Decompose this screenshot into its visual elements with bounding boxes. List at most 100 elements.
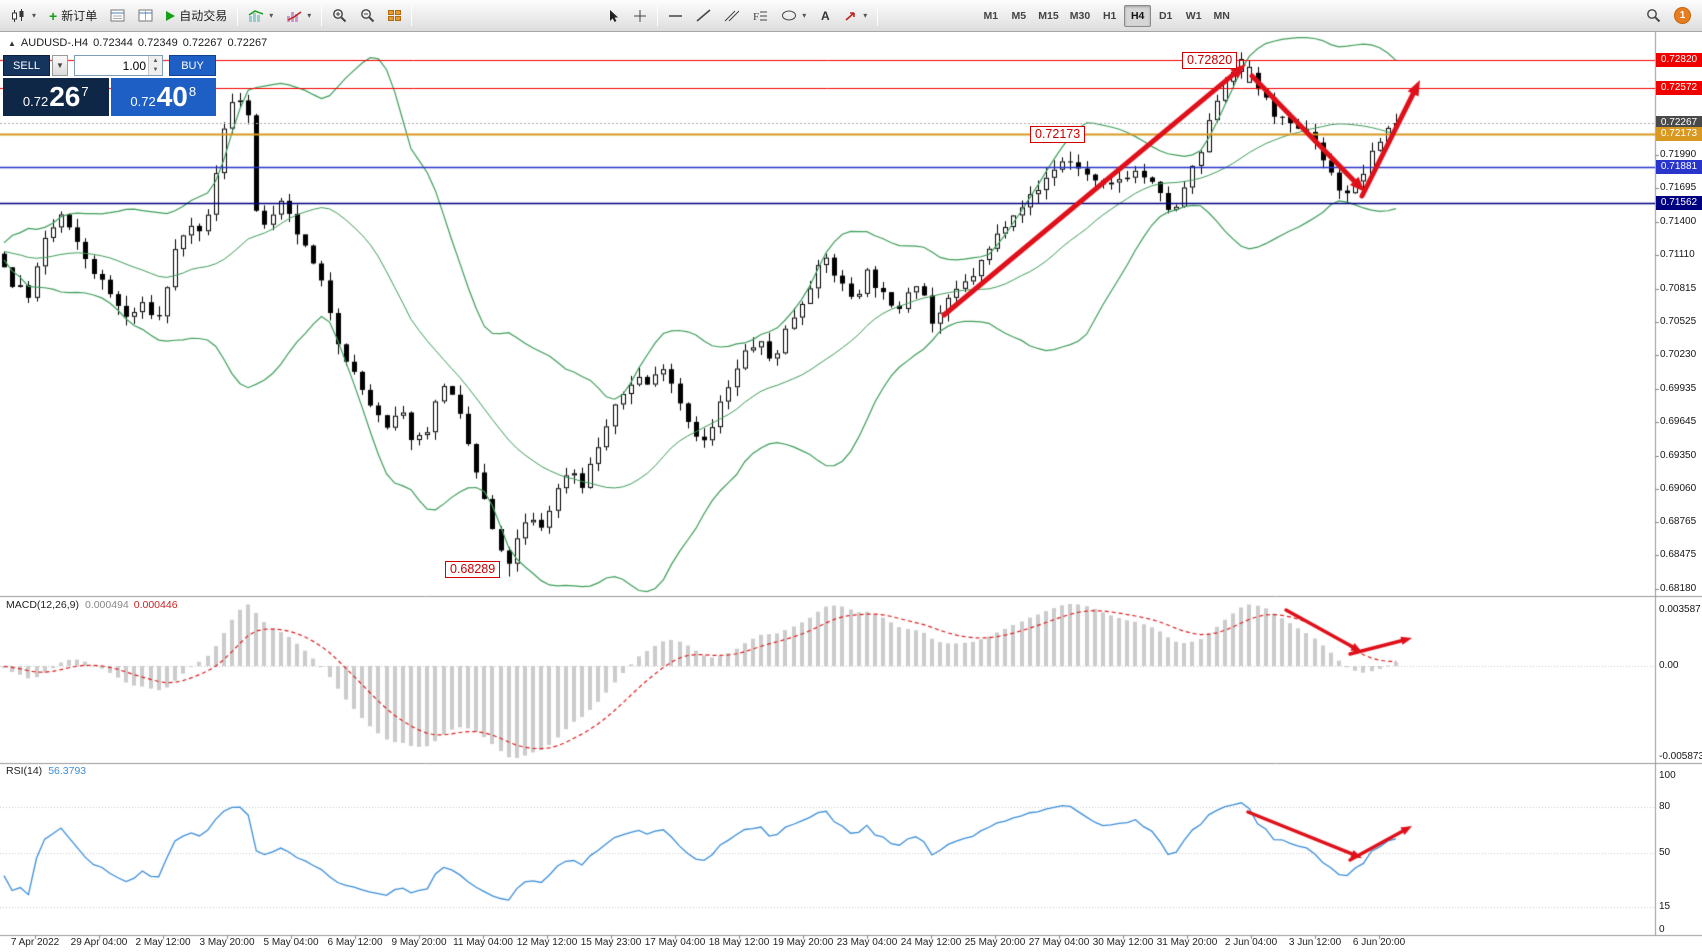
objects-list-button[interactable]: ▾ — [280, 4, 317, 28]
ohlc-high: 0.72349 — [137, 37, 178, 49]
market-watch-button[interactable] — [104, 4, 131, 28]
buy-price-button[interactable]: 0.72 40 8 — [110, 78, 216, 116]
crosshair-button[interactable] — [627, 4, 653, 28]
date-axis-label: 19 May 20:00 — [772, 937, 834, 948]
timeframe-group: M1 M5 M15 M30 H1 H4 D1 W1 MN — [977, 4, 1235, 27]
sell-button[interactable]: SELL — [3, 55, 50, 76]
horizontal-line-icon — [669, 15, 683, 17]
date-axis-label: 6 May 12:00 — [327, 937, 383, 948]
rsi-axis-label: 0 — [1659, 924, 1665, 935]
buy-button[interactable]: BUY — [169, 55, 216, 76]
macd-value2: 0.000446 — [133, 599, 178, 611]
cursor-icon — [610, 9, 619, 22]
timeframe-m30[interactable]: M30 — [1065, 5, 1095, 27]
search-icon — [1647, 9, 1661, 23]
price-axis-label: 0.68475 — [1660, 549, 1697, 561]
date-axis-label: 31 May 20:00 — [1156, 937, 1218, 948]
timeframe-w1[interactable]: W1 — [1180, 5, 1207, 27]
new-order-button[interactable]: + 新订单 — [43, 4, 103, 28]
trendline-button[interactable] — [690, 4, 717, 28]
new-chart-button[interactable]: ▾ — [5, 4, 42, 28]
volume-spinner: ▲ ▼ — [148, 56, 162, 75]
chevron-down-icon: ▾ — [269, 11, 274, 20]
zoom-out-button[interactable] — [354, 4, 381, 28]
macd-label: MACD(12,26,9) 0.000494 0.000446 — [6, 599, 178, 611]
toolbar-separator — [237, 5, 239, 26]
indicators-button[interactable]: ▾ — [242, 4, 279, 28]
buy-price-base: 0.72 — [130, 93, 156, 109]
toolbar-lines-group: F ▾ A ▾ — [662, 4, 873, 28]
cursor-button[interactable] — [601, 4, 626, 28]
tile-windows-icon — [388, 10, 402, 21]
toolbar-separator — [657, 5, 659, 26]
chevron-down-icon: ▾ — [307, 11, 312, 20]
date-axis-label: 2 May 12:00 — [135, 937, 191, 948]
trendline-icon — [696, 9, 711, 22]
sell-price-sup: 7 — [81, 83, 89, 99]
timeframe-h4[interactable]: H4 — [1124, 4, 1152, 27]
price-axis-label: 0.69060 — [1660, 482, 1697, 494]
date-axis-label: 29 Apr 04:00 — [70, 937, 128, 948]
rsi-name: RSI(14) — [6, 765, 43, 777]
sell-price-big: 26 — [49, 81, 81, 112]
arrow-marker-icon — [845, 11, 856, 21]
chevron-down-icon: ▾ — [863, 11, 868, 20]
tile-windows-button[interactable] — [382, 4, 407, 28]
channel-icon — [724, 10, 740, 22]
timeframe-d1[interactable]: D1 — [1152, 5, 1179, 27]
date-axis-label: 25 May 20:00 — [964, 937, 1026, 948]
sell-price-button[interactable]: 0.72 26 7 — [3, 78, 109, 116]
macd-value1: 0.000494 — [84, 599, 129, 611]
volume-input[interactable] — [75, 56, 148, 75]
chevron-down-icon: ▾ — [32, 11, 37, 20]
price-axis-badge: 0.72820 — [1656, 53, 1702, 67]
price-axis-label: 0.70230 — [1660, 349, 1697, 361]
equidistant-channel-button[interactable] — [718, 4, 745, 28]
timeframe-mn[interactable]: MN — [1208, 5, 1235, 27]
chart-canvas[interactable] — [0, 32, 1702, 952]
symbol-header: ▲ AUDUSD-.H4 0.72344 0.72349 0.72267 0.7… — [8, 37, 267, 49]
date-axis-label: 3 May 20:00 — [199, 937, 255, 948]
timeframe-m1[interactable]: M1 — [977, 5, 1004, 27]
timeframe-m15[interactable]: M15 — [1033, 5, 1063, 27]
date-axis-label: 2 Jun 04:00 — [1224, 937, 1278, 948]
rsi-axis-label: 80 — [1659, 801, 1671, 812]
notifications-button[interactable]: 1 — [1668, 4, 1697, 28]
data-window-button[interactable] — [132, 4, 159, 28]
price-callout[interactable]: 0.68289 — [445, 561, 501, 578]
date-axis-label: 15 May 23:00 — [580, 937, 642, 948]
price-axis-label: 0.71990 — [1660, 148, 1697, 160]
fibonacci-button[interactable]: F — [746, 4, 774, 28]
date-axis-label: 23 May 04:00 — [836, 937, 898, 948]
volume-field: ▲ ▼ — [74, 55, 163, 76]
spinner-down-button[interactable]: ▼ — [149, 65, 162, 75]
shapes-icon — [782, 10, 797, 21]
objects-icon — [287, 11, 302, 22]
price-axis-label: 0.71110 — [1660, 248, 1695, 260]
price-callout[interactable]: 0.72173 — [1030, 126, 1086, 143]
buy-price-big: 40 — [156, 81, 188, 112]
date-axis-label: 18 May 12:00 — [708, 937, 770, 948]
algo-trading-button[interactable]: 自动交易 — [160, 4, 233, 28]
toolbar-separator — [877, 5, 879, 26]
timeframe-m5[interactable]: M5 — [1005, 5, 1032, 27]
toolbar-right-group: 1 — [1640, 4, 1697, 28]
price-axis-label: 0.71695 — [1660, 182, 1697, 194]
ohlc-open: 0.72344 — [93, 37, 133, 49]
price-callout[interactable]: 0.72820 — [1182, 52, 1238, 69]
arrows-tool-button[interactable]: ▾ — [838, 4, 873, 28]
spinner-up-button[interactable]: ▲ — [149, 56, 162, 66]
horizontal-line-button[interactable] — [662, 4, 689, 28]
shapes-button[interactable]: ▾ — [775, 4, 812, 28]
data-window-icon — [138, 9, 153, 22]
date-axis-label: 6 Jun 20:00 — [1352, 937, 1406, 948]
price-axis-badge: 0.72173 — [1656, 126, 1702, 141]
search-button[interactable] — [1640, 4, 1667, 28]
date-axis-label: 11 May 04:00 — [453, 937, 513, 948]
toolbar: ▾ + 新订单 自动交易 ▾ ▾ — [0, 0, 1702, 32]
zoom-in-button[interactable] — [326, 4, 353, 28]
trade-mode-dropdown[interactable]: ▼ — [52, 55, 68, 76]
text-tool-button[interactable]: A — [813, 4, 837, 28]
date-axis-label: 17 May 04:00 — [644, 937, 706, 948]
timeframe-h1[interactable]: H1 — [1096, 5, 1123, 27]
